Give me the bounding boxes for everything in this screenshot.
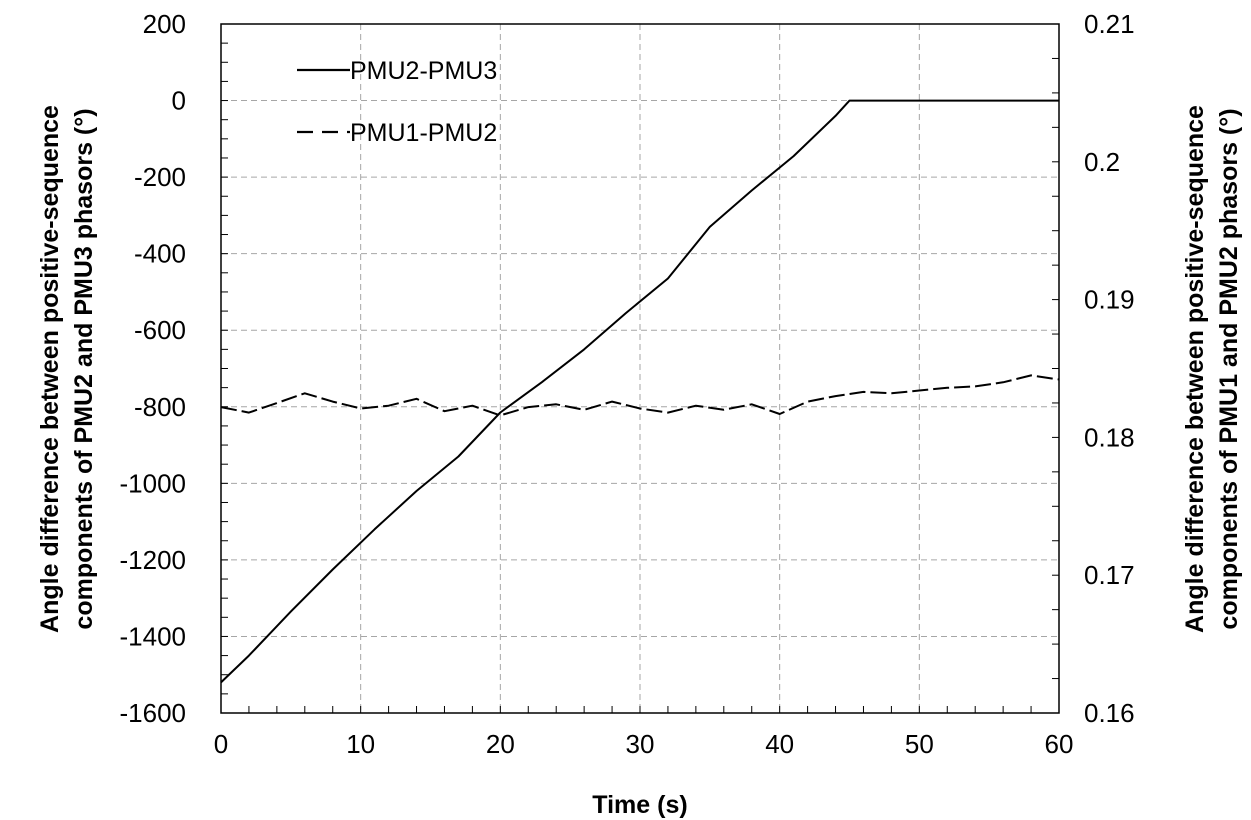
y-left-axis-label-line2: components of PMU2 and PMU3 phasors (°) (70, 108, 98, 629)
legend-label-pmu2-pmu3: PMU2-PMU3 (350, 57, 497, 85)
y-right-axis-label-line1: Angle difference between positive-sequen… (1181, 105, 1209, 633)
y-left-tick-label: -1600 (120, 698, 187, 728)
x-tick-label: 20 (486, 729, 515, 759)
y-left-axis-label: Angle difference between positive-sequen… (36, 105, 98, 633)
y-right-axis-label-line2: components of PMU1 and PMU2 phasors (°) (1215, 108, 1243, 629)
y-right-tick-label: 0.18 (1084, 422, 1135, 452)
y-right-tick-label: 0.16 (1084, 698, 1135, 728)
x-tick-label: 60 (1045, 729, 1074, 759)
y-left-tick-label: -1200 (120, 545, 187, 575)
y-right-tick-label: 0.19 (1084, 285, 1135, 315)
minor-ticks (220, 23, 1060, 714)
y-left-tick-label: -600 (134, 315, 186, 345)
series-line-pmu2-pmu3 (220, 99, 1059, 684)
y-left-tick-label: -800 (134, 392, 186, 422)
y-left-tick-label: 0 (172, 86, 186, 116)
x-axis-label: Time (s) (592, 791, 687, 819)
x-tick-label: 40 (765, 729, 794, 759)
series-line-pmu1-pmu2 (220, 374, 1060, 417)
y-left-tick-label: -200 (134, 162, 186, 192)
y-right-tick-label: 0.17 (1084, 560, 1135, 590)
y-left-tick-label: -400 (134, 239, 186, 269)
y-left-tick-labels: 200 0 -200 -400 -600 -800 -1000 -1200 -1400 -1600 (120, 9, 187, 728)
y-left-tick-label: -1400 (120, 621, 187, 651)
legend: PMU2-PMU3 PMU1-PMU2 (297, 57, 497, 147)
x-tick-label: 30 (626, 729, 655, 759)
y-right-tick-label: 0.2 (1084, 147, 1120, 177)
x-tick-label: 50 (905, 729, 934, 759)
y-left-tick-label: -1000 (120, 468, 187, 498)
x-tick-label: 10 (346, 729, 375, 759)
x-tick-label: 0 (214, 729, 228, 759)
y-right-tick-label: 0.21 (1084, 9, 1135, 39)
y-right-axis-label: Angle difference between positive-sequen… (1181, 105, 1243, 633)
gridlines (221, 24, 1059, 713)
y-left-axis-label-line1: Angle difference between positive-sequen… (36, 105, 64, 633)
series-lines (220, 99, 1060, 684)
legend-label-pmu1-pmu2: PMU1-PMU2 (350, 119, 497, 147)
y-left-tick-label: 200 (143, 9, 186, 39)
y-right-tick-labels: 0.21 0.2 0.19 0.18 0.17 0.16 (1084, 9, 1135, 728)
x-tick-labels: 0 10 20 30 40 50 60 (214, 729, 1074, 759)
